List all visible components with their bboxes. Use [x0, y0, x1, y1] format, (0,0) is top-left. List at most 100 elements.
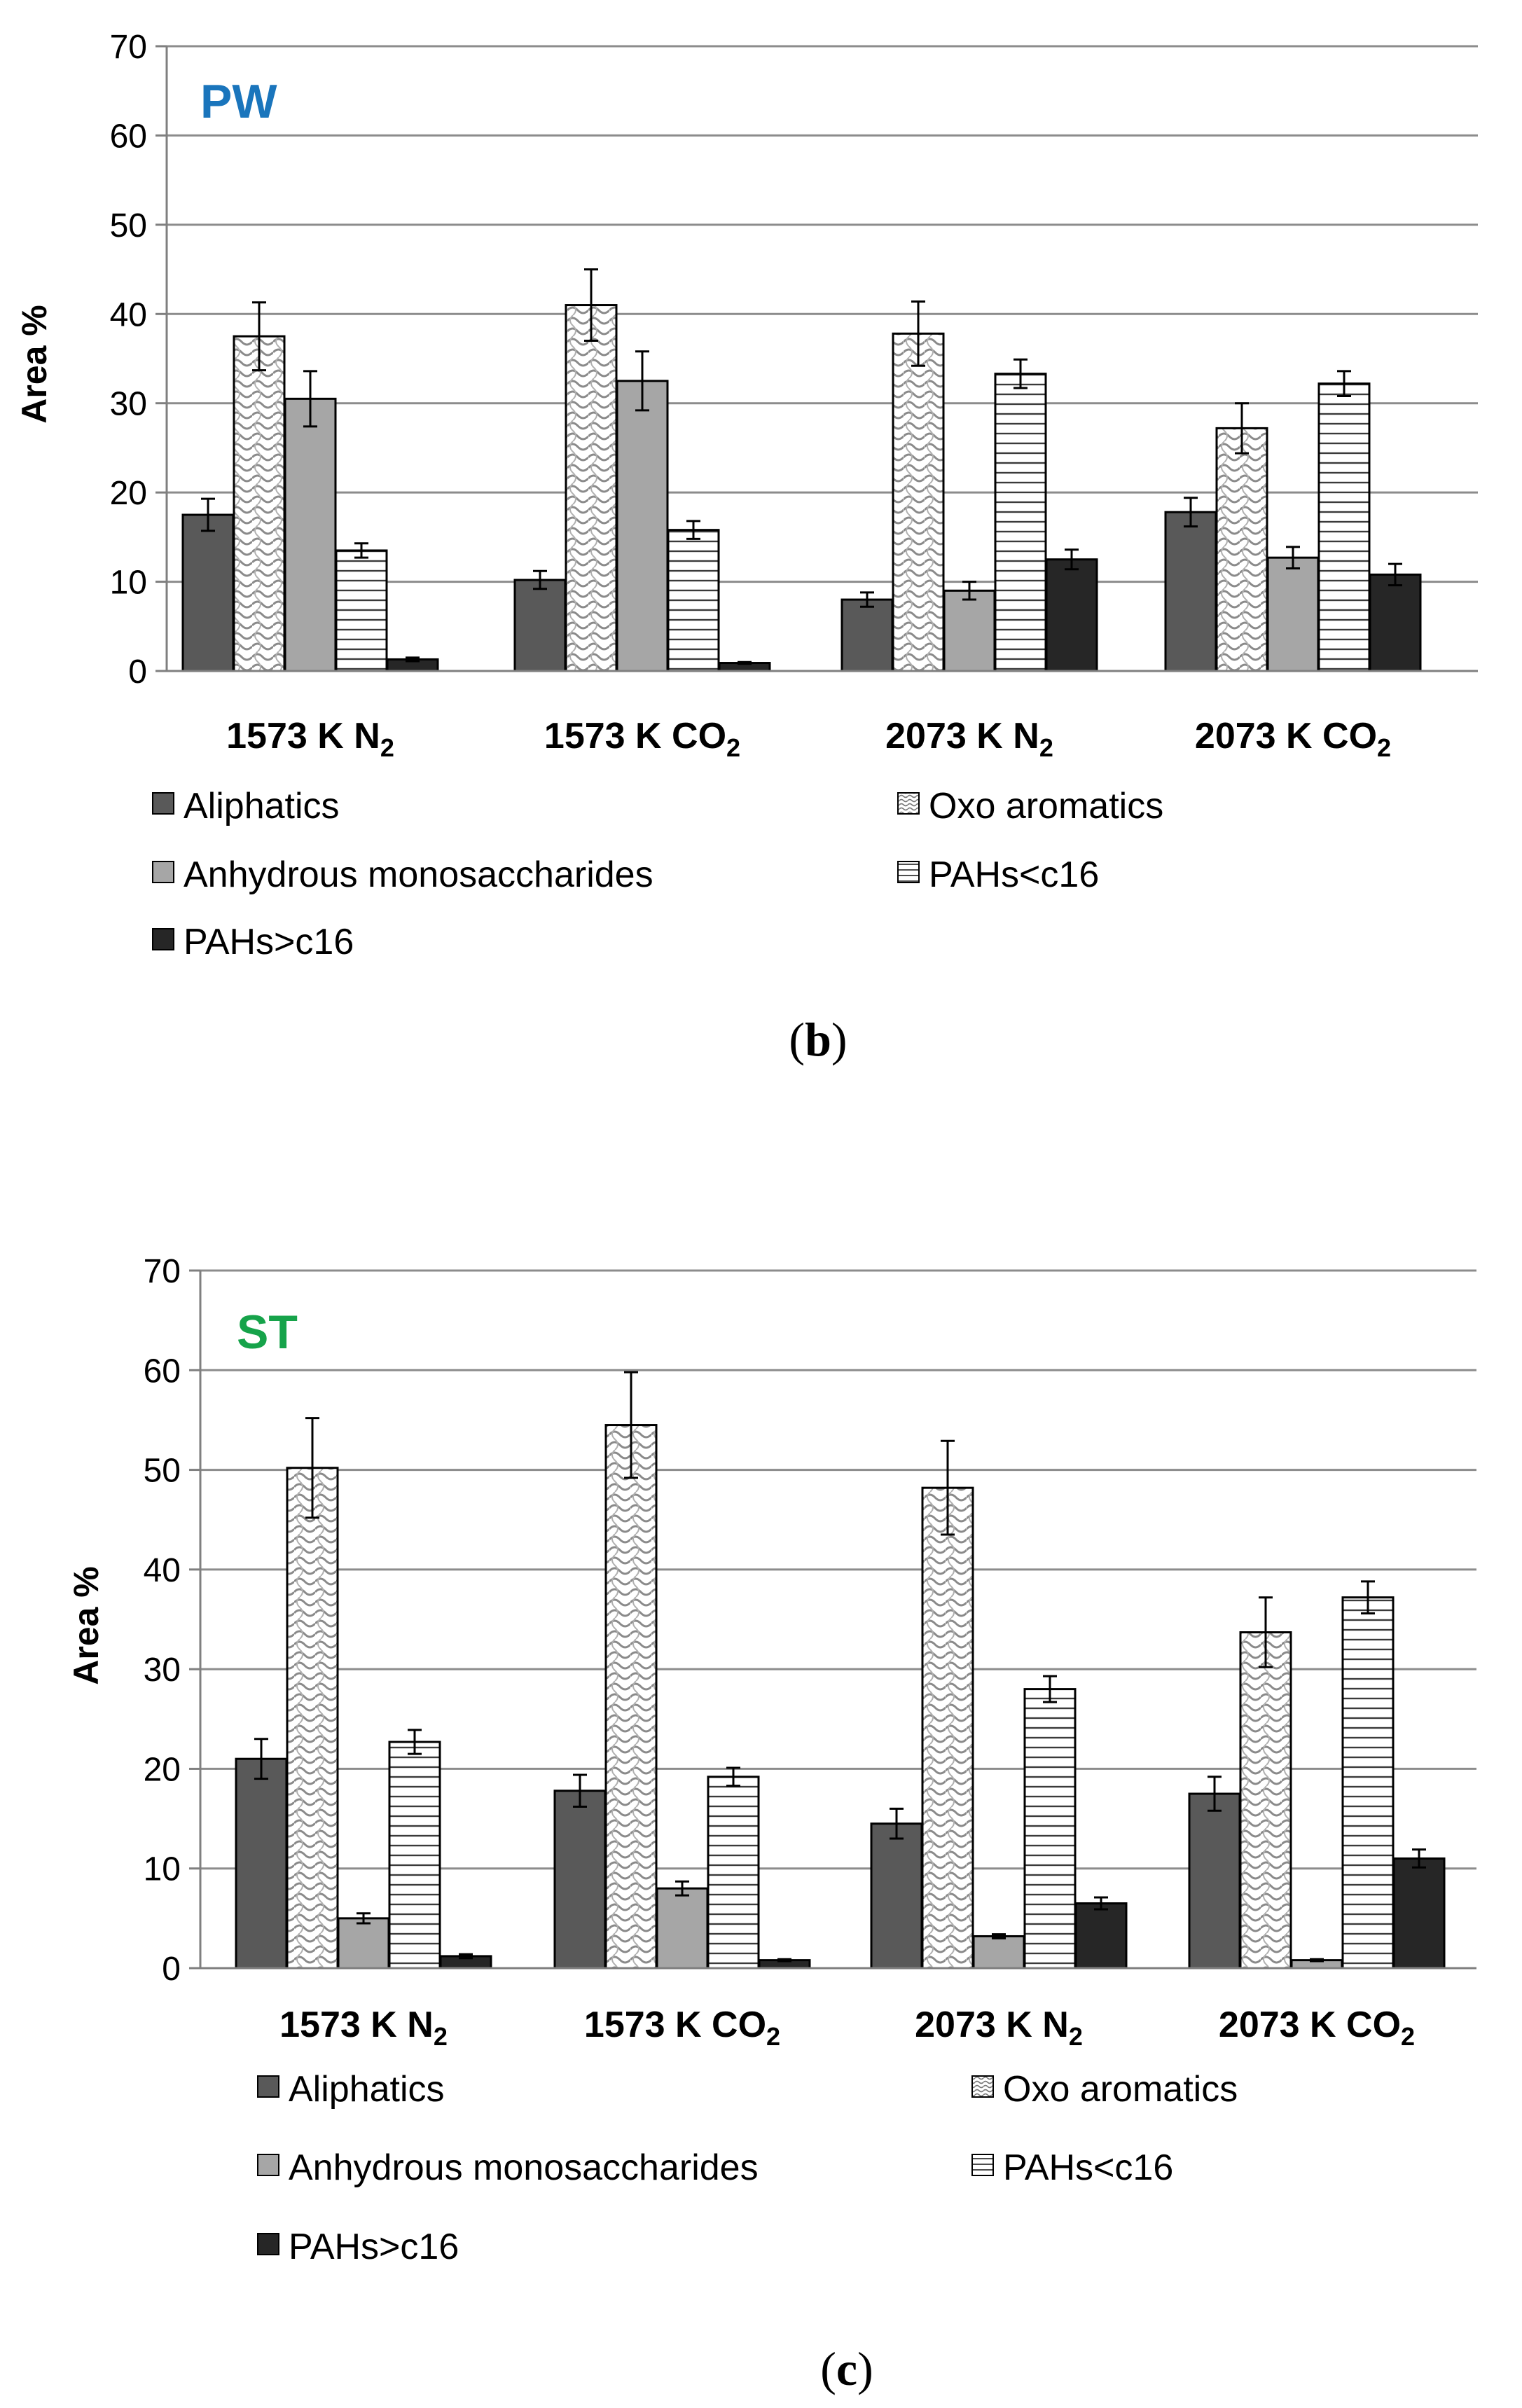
legend-item: Anhydrous monosaccharides: [152, 854, 653, 895]
chart-st: 0 10 20 30 40 50 60 70 1573 K N2 1573 K CO2 2073 …: [67, 1253, 1476, 2395]
y-axis-label: Area %: [15, 305, 54, 424]
bar-aliphatics: [181, 513, 235, 672]
y-tick-label: 30: [110, 386, 147, 423]
bar-oxo-aromatics: [286, 1467, 339, 1970]
y-tick-label: 50: [144, 1453, 181, 1490]
error-bar: [1065, 548, 1079, 571]
bar-aliphatics: [1164, 511, 1217, 672]
bar-aliphatics: [840, 598, 894, 672]
x-category-label: 1573 K N2: [279, 2005, 448, 2051]
bar-pahs-c16: [1045, 558, 1098, 672]
error-bar: [738, 660, 752, 665]
legend-swatch: [897, 861, 920, 883]
error-bar: [201, 497, 215, 532]
y-tick-label: 30: [144, 1652, 181, 1689]
legend-label: Aliphatics: [289, 2069, 445, 2110]
y-tick-label: 40: [144, 1552, 181, 1589]
error-bar: [992, 1933, 1006, 1939]
error-bar: [533, 569, 547, 590]
y-tick-label: 50: [110, 207, 147, 244]
y-axis-ticks: 0 10 20 30 40 50 60 70: [144, 1253, 200, 1988]
legend-label: PAHs>c16: [289, 2227, 459, 2267]
legend-label: Oxo aromatics: [929, 786, 1163, 826]
y-axis-ticks: 0 10 20 30 40 50 60 70: [110, 29, 167, 691]
error-bar: [584, 268, 598, 342]
axes: [199, 1271, 1476, 1970]
caption: (c): [820, 2342, 873, 2395]
legend-swatch: [257, 2154, 279, 2176]
legend-item: Aliphatics: [257, 2069, 445, 2110]
y-tick-label: 10: [144, 1851, 181, 1888]
bar-oxo-aromatics: [1239, 1631, 1292, 1970]
y-tick-label: 20: [110, 475, 147, 512]
x-category-label: 1573 K N2: [226, 716, 394, 762]
legend-swatch: [152, 861, 174, 883]
legend: Aliphatics Oxo aromatics Anhydrous monosac…: [257, 2069, 1238, 2267]
error-bar: [1235, 402, 1249, 455]
y-axis-label: Area %: [67, 1566, 106, 1685]
legend-swatch: [152, 792, 174, 815]
y-tick-label: 60: [144, 1352, 181, 1390]
x-category-label: 2073 K CO2: [1219, 2005, 1415, 2051]
bar-pahs-c16: [1369, 573, 1422, 672]
error-bar: [1337, 370, 1351, 398]
y-tick-label: 0: [162, 1951, 181, 1988]
error-bar: [1310, 1958, 1324, 1963]
error-bar: [408, 1729, 422, 1755]
error-bar: [686, 520, 700, 540]
legend-swatch: [897, 792, 920, 815]
gridlines: [167, 45, 1478, 583]
y-tick-label: 70: [144, 1253, 181, 1290]
bar-anhydrous-monosaccharides: [284, 397, 337, 672]
bar-aliphatics: [513, 579, 567, 672]
error-bar: [252, 301, 266, 372]
panel-label: ST: [237, 1306, 298, 1359]
bar-anhydrous-monosaccharides: [337, 1917, 390, 1970]
legend-item: PAHs<c16: [897, 854, 1099, 895]
x-category-label: 2073 K CO2: [1195, 716, 1391, 762]
y-tick-label: 0: [128, 653, 147, 691]
error-bar: [303, 370, 317, 428]
bar-pahs-c16: [1074, 1902, 1128, 1970]
legend-item: PAHs>c16: [257, 2227, 459, 2267]
error-bar: [1094, 1896, 1108, 1911]
bar-oxo-aromatics: [1215, 427, 1268, 672]
bar-aliphatics: [1188, 1792, 1241, 1970]
bar-anhydrous-monosaccharides: [616, 380, 669, 672]
legend-swatch: [971, 2075, 994, 2098]
error-bar: [941, 1439, 955, 1536]
bar-pahs-c16: [1317, 382, 1371, 672]
legend-item: Aliphatics: [152, 786, 340, 826]
caption-letter: b: [805, 1013, 831, 1066]
bar-anhydrous-monosaccharides: [1266, 556, 1320, 672]
y-tick-label: 60: [110, 118, 147, 155]
bar-pahs-c16: [1341, 1596, 1395, 1970]
legend-item: Oxo aromatics: [971, 2069, 1238, 2110]
error-bar: [406, 656, 420, 663]
bar-anhydrous-monosaccharides: [943, 589, 996, 672]
error-bar: [573, 1773, 587, 1808]
x-axis-categories: 1573 K N2 1573 K CO2 2073 K N2 2073 K CO2: [226, 716, 1391, 762]
error-bar: [777, 1958, 791, 1963]
legend-label: Anhydrous monosaccharides: [184, 854, 653, 895]
legend-swatch: [257, 2075, 279, 2098]
error-bar: [1388, 562, 1402, 587]
y-tick-label: 40: [110, 296, 147, 333]
x-category-label: 1573 K CO2: [544, 716, 740, 762]
legend-label: Oxo aromatics: [1003, 2069, 1238, 2110]
chart-pw: 0 10 20 30 40 50 60 70 1573 K N2 1573 K CO2 2073 …: [15, 29, 1478, 1066]
bar-oxo-aromatics: [604, 1424, 658, 1970]
legend-swatch: [152, 928, 174, 950]
error-bar: [1259, 1596, 1273, 1668]
bar-pahs-c16: [335, 549, 388, 672]
bar-pahs-c16: [994, 373, 1047, 672]
error-bar: [1013, 358, 1028, 389]
legend-item: Anhydrous monosaccharides: [257, 2147, 759, 2188]
legend-swatch: [257, 2233, 279, 2255]
error-bar: [354, 542, 368, 559]
y-tick-label: 70: [110, 29, 147, 66]
error-bar: [890, 1807, 904, 1840]
bar-aliphatics: [870, 1822, 923, 1970]
bars: [235, 1371, 1446, 1970]
